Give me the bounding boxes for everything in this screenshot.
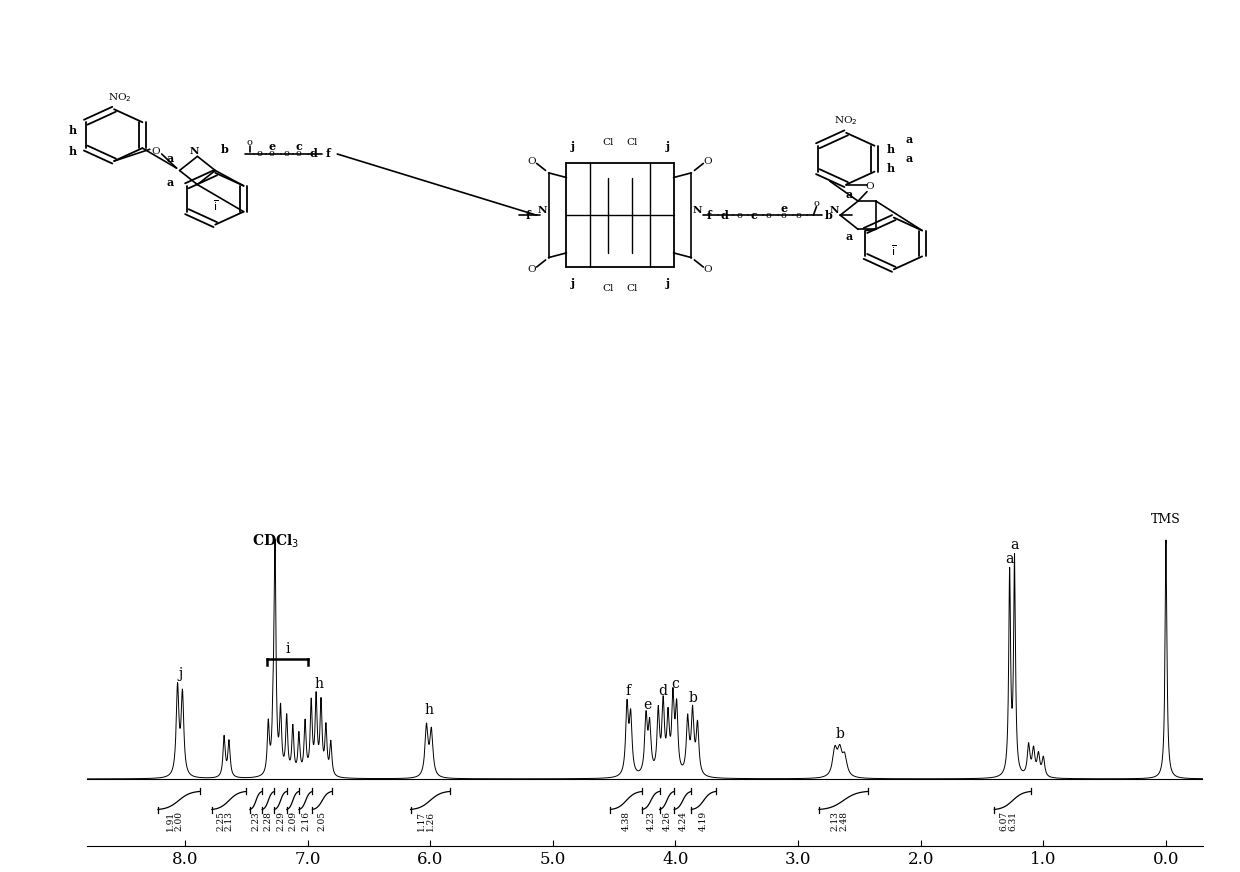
Text: CDCl$_3$: CDCl$_3$ — [252, 532, 299, 549]
Text: 4.24: 4.24 — [678, 811, 687, 831]
Text: 2.25: 2.25 — [216, 811, 224, 831]
Text: o: o — [284, 149, 290, 159]
Text: o: o — [813, 199, 820, 208]
Text: e: e — [644, 698, 652, 712]
Text: Cl: Cl — [626, 138, 637, 146]
Text: 2.00: 2.00 — [175, 811, 184, 831]
Text: 4.26: 4.26 — [662, 811, 671, 831]
Text: 4.23: 4.23 — [646, 811, 656, 831]
Text: h: h — [68, 125, 77, 136]
Text: O: O — [527, 265, 536, 274]
Text: a: a — [167, 177, 175, 187]
Text: a: a — [905, 153, 913, 164]
Text: b: b — [836, 726, 844, 740]
Text: c: c — [750, 209, 758, 221]
Text: N: N — [693, 206, 702, 215]
Text: 2.09: 2.09 — [289, 811, 298, 831]
Text: 2.28: 2.28 — [264, 811, 273, 831]
Text: O: O — [704, 265, 713, 274]
Text: O: O — [151, 147, 160, 156]
Text: a: a — [167, 153, 175, 164]
Text: f: f — [326, 148, 331, 160]
Text: O: O — [866, 182, 874, 192]
Text: d: d — [720, 209, 728, 221]
Text: O: O — [527, 157, 536, 166]
Text: j: j — [570, 141, 574, 153]
Text: d: d — [310, 148, 317, 160]
Text: h: h — [68, 146, 77, 157]
Text: Cl: Cl — [603, 138, 614, 146]
Text: j: j — [177, 667, 182, 681]
Text: O: O — [704, 157, 713, 166]
Text: i: i — [285, 642, 290, 656]
Text: o: o — [295, 149, 301, 159]
Text: e: e — [780, 202, 787, 214]
Text: o: o — [257, 149, 263, 159]
Text: b: b — [688, 691, 697, 705]
Text: a: a — [1006, 552, 1014, 566]
Text: h: h — [314, 677, 324, 691]
Text: NO$_2$: NO$_2$ — [835, 114, 858, 127]
Text: Cl: Cl — [603, 283, 614, 293]
Text: d: d — [658, 684, 667, 698]
Text: 6.07: 6.07 — [999, 811, 1008, 831]
Text: b: b — [825, 209, 832, 221]
Text: 1.26: 1.26 — [425, 811, 435, 831]
Text: f: f — [526, 209, 531, 221]
Text: a: a — [846, 188, 853, 200]
Text: a: a — [905, 134, 913, 146]
Text: o: o — [781, 211, 786, 220]
Text: 2.13: 2.13 — [831, 811, 839, 831]
Text: 2.05: 2.05 — [317, 811, 327, 831]
Text: 2.16: 2.16 — [301, 811, 310, 831]
Text: j: j — [570, 278, 574, 289]
Text: 2.48: 2.48 — [839, 811, 848, 831]
Text: 4.19: 4.19 — [699, 811, 708, 831]
Text: o: o — [796, 211, 801, 220]
Text: j: j — [666, 141, 670, 153]
Text: o: o — [766, 211, 771, 220]
Text: c: c — [295, 141, 303, 153]
Text: N: N — [830, 206, 839, 215]
Text: 4.38: 4.38 — [622, 811, 631, 831]
Text: $\overline{\rm i}$: $\overline{\rm i}$ — [892, 243, 897, 258]
Text: f: f — [707, 209, 712, 221]
Text: 2.23: 2.23 — [252, 811, 260, 831]
Text: h: h — [887, 162, 895, 174]
Text: h: h — [424, 703, 434, 717]
Text: NO$_2$: NO$_2$ — [108, 91, 131, 104]
Text: $\overline{\rm i}$: $\overline{\rm i}$ — [213, 199, 218, 213]
Text: N: N — [538, 206, 547, 215]
Text: h: h — [887, 144, 895, 155]
Text: Cl: Cl — [626, 283, 637, 293]
Text: b: b — [221, 144, 228, 155]
Text: 6.31: 6.31 — [1008, 811, 1017, 831]
Text: e: e — [268, 141, 275, 153]
Text: c: c — [671, 677, 678, 691]
Text: f: f — [625, 684, 630, 698]
Text: 2.13: 2.13 — [224, 811, 233, 831]
Text: 1.17: 1.17 — [417, 811, 427, 831]
Text: a: a — [846, 231, 853, 242]
Text: 2.29: 2.29 — [277, 811, 285, 831]
Text: a: a — [1011, 538, 1019, 552]
Text: o: o — [269, 149, 275, 159]
Text: j: j — [666, 278, 670, 289]
Text: N: N — [190, 147, 200, 156]
Text: o: o — [737, 211, 742, 220]
Text: TMS: TMS — [1151, 513, 1180, 526]
Text: o: o — [247, 138, 253, 146]
Text: 1.91: 1.91 — [166, 811, 175, 831]
